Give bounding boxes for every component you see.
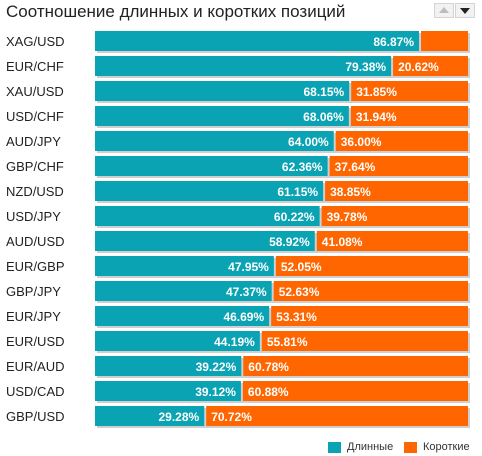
data-label-long: 68.15% [303, 85, 344, 99]
category-label: USD/JPY [6, 209, 61, 224]
data-label-short: 41.08% [322, 235, 363, 249]
data-label-long: 79.38% [345, 60, 386, 74]
bar-long [95, 356, 242, 376]
bar-long [95, 231, 315, 251]
data-label-short: 31.85% [356, 85, 397, 99]
category-label: AUD/JPY [6, 134, 61, 149]
bar-long [95, 281, 272, 301]
bar-short [421, 31, 468, 51]
bar-short [271, 306, 468, 326]
bar-short [335, 131, 468, 151]
category-label: EUR/USD [6, 334, 65, 349]
legend-item-short: Короткие [404, 440, 470, 454]
category-label: GBP/USD [6, 409, 65, 424]
data-label-short: 52.63% [279, 285, 320, 299]
data-label-long: 62.36% [282, 160, 323, 174]
category-label: USD/CAD [6, 384, 65, 399]
bar-long [95, 31, 420, 51]
data-label-short: 39.78% [327, 210, 368, 224]
data-label-short: 38.85% [330, 185, 371, 199]
data-label-long: 61.15% [277, 185, 318, 199]
bar-short [206, 406, 468, 426]
category-label: XAG/USD [6, 34, 65, 49]
long-short-chart: XAG/USD 86.87% EUR/CHF 79.38% 20.62% XAU/USD 6… [6, 31, 470, 428]
bar-short [261, 331, 468, 351]
data-label-long: 47.37% [226, 285, 267, 299]
data-label-long: 29.28% [159, 410, 200, 424]
data-label-long: 68.06% [303, 110, 344, 124]
category-label: GBP/JPY [6, 284, 61, 299]
category-label: USD/CHF [6, 109, 64, 124]
bar-short [275, 256, 468, 276]
data-label-long: 58.92% [269, 235, 310, 249]
bar-short [393, 56, 468, 76]
category-label: NZD/USD [6, 184, 64, 199]
bar-long [95, 156, 328, 176]
data-label-short: 31.94% [356, 110, 397, 124]
triangle-down-icon[interactable] [455, 3, 475, 18]
legend-label-short: Короткие [423, 441, 470, 453]
bar-short [316, 231, 468, 251]
category-label: EUR/AUD [6, 359, 65, 374]
category-label: AUD/USD [6, 234, 65, 249]
bar-long [95, 56, 392, 76]
legend-swatch-long [328, 441, 341, 453]
bar-long [95, 256, 274, 276]
data-label-short: 60.88% [248, 385, 289, 399]
data-label-short: 36.00% [341, 135, 382, 149]
bar-long [95, 106, 349, 126]
legend-swatch-short [404, 441, 417, 453]
data-label-short: 20.62% [398, 60, 439, 74]
bar-short [273, 281, 468, 301]
data-label-long: 39.22% [196, 360, 237, 374]
data-label-long: 60.22% [274, 210, 315, 224]
bar-long [95, 181, 324, 201]
category-label: GBP/CHF [6, 159, 64, 174]
data-label-long: 47.95% [228, 260, 269, 274]
data-label-short: 60.78% [248, 360, 289, 374]
bar-long [95, 81, 350, 101]
category-label: EUR/GBP [6, 259, 65, 274]
category-label: EUR/CHF [6, 59, 64, 74]
bar-short [321, 206, 468, 226]
data-label-long: 46.69% [223, 310, 264, 324]
data-label-short: 53.31% [276, 310, 317, 324]
data-label-short: 37.64% [335, 160, 376, 174]
triangle-up-icon[interactable] [434, 3, 454, 18]
data-label-long: 86.87% [373, 35, 414, 49]
data-label-short: 70.72% [211, 410, 252, 424]
legend-item-long: Длинные [328, 440, 393, 454]
bar-short [243, 356, 468, 376]
chart-title: Соотношение длинных и коротких позиций [6, 2, 346, 21]
bar-short [350, 106, 468, 126]
bar-short [325, 181, 468, 201]
bar-long [95, 406, 205, 426]
data-label-long: 64.00% [288, 135, 329, 149]
data-label-long: 44.19% [214, 335, 255, 349]
legend-label-long: Длинные [347, 441, 394, 453]
bar-long [95, 381, 241, 401]
bar-long [95, 206, 320, 226]
data-label-short: 55.81% [267, 335, 308, 349]
bar-short [329, 156, 468, 176]
bar-long [95, 131, 334, 151]
bar-short [242, 381, 468, 401]
data-label-long: 39.12% [195, 385, 236, 399]
bar-short [351, 81, 468, 101]
category-label: XAU/USD [6, 84, 64, 99]
bar-long [95, 331, 260, 351]
category-label: EUR/JPY [6, 309, 61, 324]
bar-long [95, 306, 270, 326]
data-label-short: 52.05% [281, 260, 322, 274]
